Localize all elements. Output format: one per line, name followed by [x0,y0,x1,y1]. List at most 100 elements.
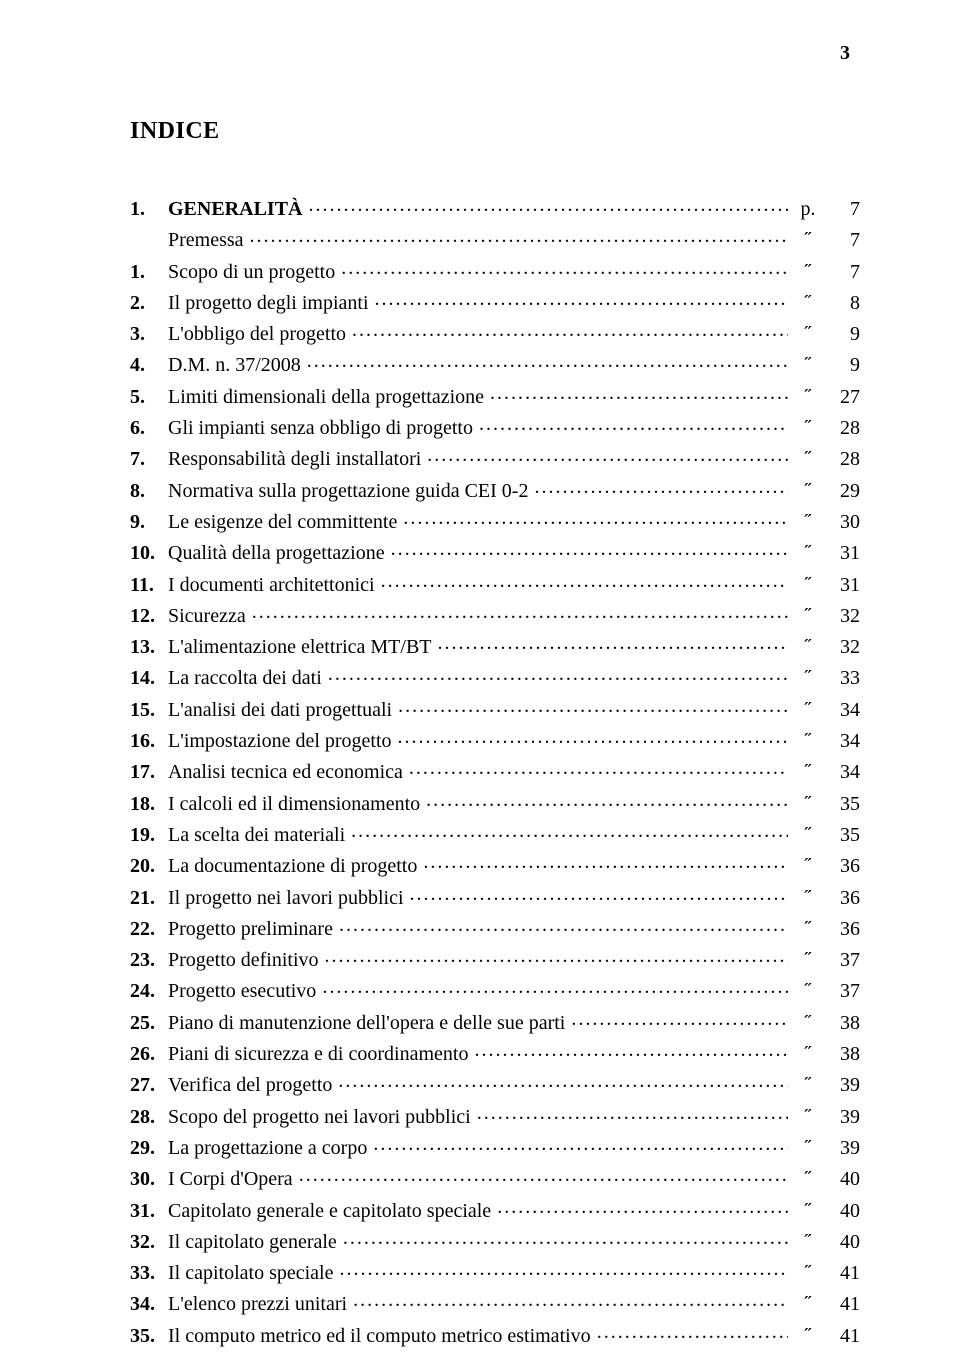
ditto-mark: ˝ [794,355,822,375]
dot-leader [375,289,788,309]
ditto-mark: ˝ [794,481,822,501]
premessa-label: Premessa [168,230,244,250]
entry-number: 9. [130,512,168,532]
toc-entry-row: 22.Progetto preliminare˝36 [130,915,860,939]
entry-number: 22. [130,919,168,939]
entry-page: 32 [822,606,860,626]
entry-label: Il progetto nei lavori pubblici [168,888,404,908]
entry-number: 29. [130,1138,168,1158]
entry-label: Il capitolato generale [168,1232,337,1252]
toc-entry-row: 20.La documentazione di progetto˝36 [130,852,860,876]
dot-leader [391,539,788,559]
ditto-mark: ˝ [794,888,822,908]
dot-leader [490,383,788,403]
entry-number: 23. [130,950,168,970]
toc-entry-row: 28.Scopo del progetto nei lavori pubblic… [130,1103,860,1127]
dot-leader [343,1228,788,1248]
ditto-mark: ˝ [794,762,822,782]
dot-leader [338,1071,788,1091]
dot-leader [571,1009,788,1029]
entry-number: 28. [130,1107,168,1127]
entry-page: 9 [822,355,860,375]
entry-page: 30 [822,512,860,532]
ditto-mark: ˝ [794,387,822,407]
ditto-mark: ˝ [794,606,822,626]
dot-leader [353,1290,788,1310]
entry-page: 40 [822,1232,860,1252]
entry-label: La scelta dei materiali [168,825,345,845]
entry-page: 35 [822,794,860,814]
toc-entry-row: 33.Il capitolato speciale˝41 [130,1259,860,1283]
entry-page: 39 [822,1107,860,1127]
toc-entry-row: 6.Gli impianti senza obbligo di progetto… [130,414,860,438]
entry-label: Capitolato generale e capitolato special… [168,1201,491,1221]
ditto-mark: ˝ [794,1075,822,1095]
entry-label: Qualità della progettazione [168,543,385,563]
ditto-mark: ˝ [794,1294,822,1314]
entry-number: 7. [130,449,168,469]
entry-number: 20. [130,856,168,876]
entry-number: 30. [130,1169,168,1189]
entry-number: 19. [130,825,168,845]
toc-entry-row: 30.I Corpi d'Opera˝40 [130,1165,860,1189]
ditto-mark: ˝ [794,981,822,1001]
dot-leader [438,633,789,653]
dot-leader [409,758,788,778]
dot-leader [341,258,788,278]
entry-page: 29 [822,481,860,501]
entry-label: Progetto definitivo [168,950,319,970]
entry-label: Responsabilità degli installatori [168,449,421,469]
dot-leader [479,414,788,434]
entry-label: D.M. n. 37/2008 [168,355,301,375]
entry-page: 36 [822,919,860,939]
ditto-mark: ˝ [794,449,822,469]
entry-label: La raccolta dei dati [168,668,322,688]
entry-number: 11. [130,575,168,595]
entry-label: La progettazione a corpo [168,1138,367,1158]
entry-label: Progetto esecutivo [168,981,316,1001]
entry-number: 16. [130,731,168,751]
entry-page: 31 [822,575,860,595]
chapter-label: GENERALITÀ [168,199,302,219]
ditto-mark: ˝ [794,794,822,814]
ditto-mark: ˝ [794,230,822,250]
ditto-mark: ˝ [794,919,822,939]
toc-entry-row: 5.Limiti dimensionali della progettazion… [130,383,860,407]
entry-label: I documenti architettonici [168,575,375,595]
toc-entry-row: 14.La raccolta dei dati˝33 [130,664,860,688]
entry-number: 33. [130,1263,168,1283]
entry-label: Le esigenze del committente [168,512,397,532]
toc-entry-row: 27.Verifica del progetto˝39 [130,1071,860,1095]
entry-page: 31 [822,543,860,563]
ditto-mark: ˝ [794,1263,822,1283]
toc-entry-row: 8.Normativa sulla progettazione guida CE… [130,477,860,501]
entry-number: 10. [130,543,168,563]
ditto-mark: ˝ [794,418,822,438]
entry-page: 34 [822,762,860,782]
ditto-mark: ˝ [794,1169,822,1189]
ditto-mark: ˝ [794,950,822,970]
dot-leader [597,1322,788,1342]
ditto-mark: ˝ [794,1107,822,1127]
entry-page: 28 [822,418,860,438]
entry-page: 38 [822,1044,860,1064]
dot-leader [322,977,788,997]
toc-entry-row: 29.La progettazione a corpo˝39 [130,1134,860,1158]
entry-page: 37 [822,950,860,970]
entry-label: L'analisi dei dati progettuali [168,700,392,720]
dot-leader [252,602,788,622]
chapter-number: 1. [130,199,168,219]
entry-page: 28 [822,449,860,469]
entry-page: 38 [822,1013,860,1033]
entry-page: 36 [822,888,860,908]
dot-leader [250,226,788,246]
entry-number: 25. [130,1013,168,1033]
page-prefix: p. [794,199,822,219]
dot-leader [398,727,788,747]
toc-entry-row: 4.D.M. n. 37/2008˝9 [130,351,860,375]
toc-entry-row: 3.L'obbligo del progetto˝9 [130,320,860,344]
ditto-mark: ˝ [794,575,822,595]
entry-label: I calcoli ed il dimensionamento [168,794,420,814]
entry-label: L'elenco prezzi unitari [168,1294,347,1314]
entry-page: 41 [822,1294,860,1314]
